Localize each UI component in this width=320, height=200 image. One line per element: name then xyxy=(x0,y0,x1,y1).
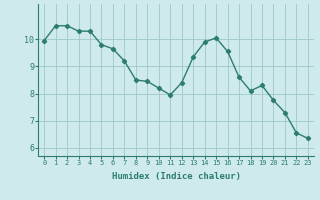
X-axis label: Humidex (Indice chaleur): Humidex (Indice chaleur) xyxy=(111,172,241,181)
